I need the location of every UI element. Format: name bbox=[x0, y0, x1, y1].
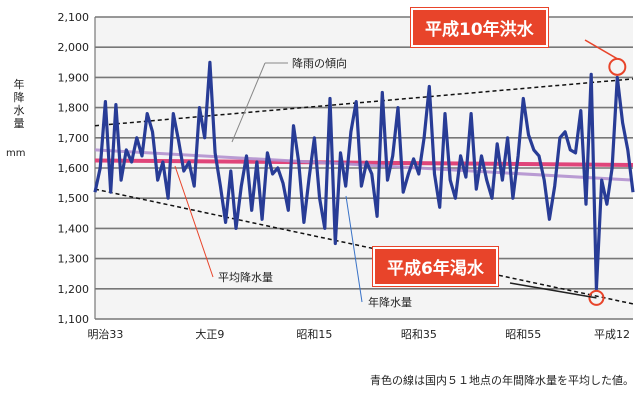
y-tick-label: 1,500 bbox=[58, 192, 90, 205]
x-tick-labels: 明治33 大正9 昭和15 昭和35 昭和55 平成12 bbox=[87, 327, 630, 341]
annual-rainfall-line bbox=[93, 60, 635, 291]
y-tick-label: 1,700 bbox=[58, 132, 90, 145]
flood-pointer bbox=[584, 39, 618, 60]
x-tick-label: 昭和15 bbox=[296, 328, 332, 341]
average-leader bbox=[174, 165, 214, 278]
y-tick-label: 2,000 bbox=[58, 41, 90, 54]
y-tick-label: 1,400 bbox=[58, 222, 90, 235]
x-tick-label: 昭和35 bbox=[401, 328, 437, 341]
average-line bbox=[94, 158, 634, 167]
y-tick-label: 1,900 bbox=[58, 71, 90, 84]
y-tick-label: 1,300 bbox=[58, 253, 90, 266]
x-tick-label: 平成12 bbox=[594, 328, 630, 341]
drought-callout: 平成6年渇水 bbox=[373, 247, 498, 286]
drought-pointer bbox=[509, 282, 597, 299]
y-tick-label: 1,800 bbox=[58, 102, 90, 115]
x-tick-label: 大正9 bbox=[195, 327, 224, 341]
drought-marker bbox=[588, 289, 605, 306]
trend-upper-line bbox=[94, 78, 634, 127]
y-axis-label: 年降水量 bbox=[13, 78, 25, 130]
trend-label: 降雨の傾向 bbox=[292, 56, 347, 70]
x-tick-label: 昭和55 bbox=[505, 328, 541, 341]
y-tick-labels: 1,100 1,200 1,300 1,400 1,500 1,600 1,700 1,800… bbox=[58, 11, 90, 326]
flood-callout: 平成10年洪水 bbox=[411, 8, 548, 47]
y-tick-label: 1,600 bbox=[58, 162, 90, 175]
y-axis-unit: mm bbox=[6, 148, 26, 159]
chart-caption: 青色の線は国内５１地点の年間降水量を平均した値。 bbox=[370, 374, 634, 387]
series-lines bbox=[93, 60, 635, 291]
trend-leader bbox=[231, 62, 266, 143]
annual-label: 年降水量 bbox=[368, 295, 412, 309]
y-tick-label: 1,200 bbox=[58, 283, 90, 296]
y-tick-label: 2,100 bbox=[58, 11, 90, 24]
average-label: 平均降水量 bbox=[218, 270, 273, 284]
y-tick-label: 1,100 bbox=[58, 313, 90, 326]
trend-lower-line bbox=[94, 188, 634, 305]
x-tick-label: 明治33 bbox=[87, 327, 123, 341]
annual-leader bbox=[345, 195, 363, 303]
